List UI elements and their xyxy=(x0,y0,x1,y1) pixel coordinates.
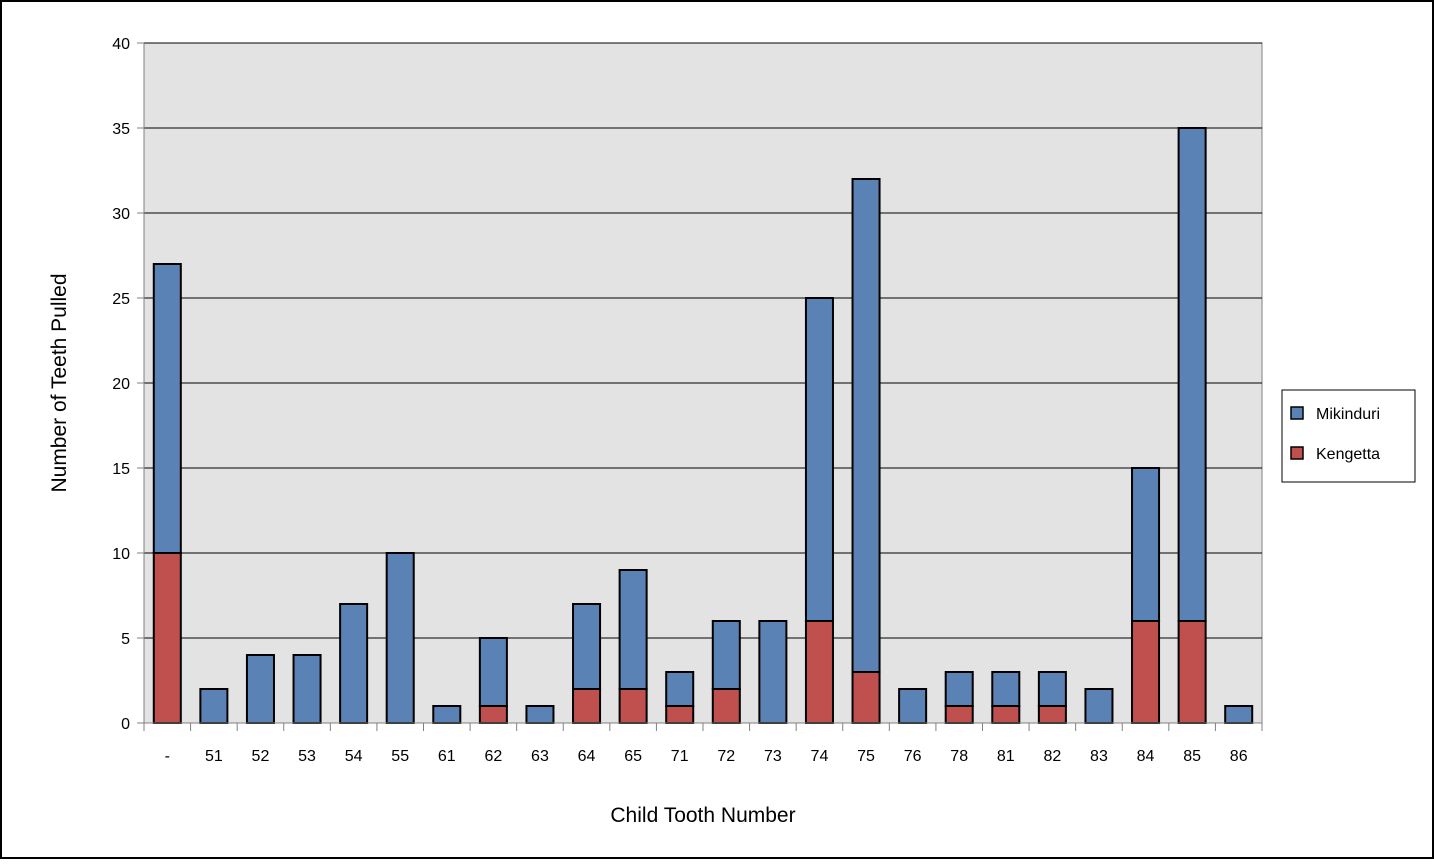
x-tick-label: 61 xyxy=(438,748,456,765)
legend-swatch-mikinduri xyxy=(1290,406,1304,420)
x-tick-label: 86 xyxy=(1230,748,1248,765)
bar-kengetta-64 xyxy=(572,688,602,724)
bar-mikinduri-52 xyxy=(245,654,275,724)
bar-kengetta-62 xyxy=(478,705,508,724)
x-tick-label: 55 xyxy=(391,748,409,765)
x-tick-label: 78 xyxy=(950,748,968,765)
x-tick-label: 73 xyxy=(764,748,782,765)
bar-mikinduri-78 xyxy=(944,671,974,707)
y-tick-label: 5 xyxy=(121,631,130,648)
x-tick-label: 65 xyxy=(624,748,642,765)
x-tick-label: 74 xyxy=(811,748,829,765)
x-tick-label: - xyxy=(165,748,170,765)
bar-mikinduri-53 xyxy=(292,654,322,724)
y-tick-label: 20 xyxy=(112,376,130,393)
bar-mikinduri-75 xyxy=(851,178,881,673)
bar-kengetta-85 xyxy=(1177,620,1207,724)
bar-kengetta-84 xyxy=(1131,620,1161,724)
legend: Mikinduri Kengetta xyxy=(1281,389,1416,483)
x-tick-label: 53 xyxy=(298,748,316,765)
y-tick-label: 25 xyxy=(112,291,130,308)
x-tick-label: 71 xyxy=(671,748,689,765)
bar-kengetta-81 xyxy=(991,705,1021,724)
bar-mikinduri-72 xyxy=(711,620,741,690)
x-tick-label: 62 xyxy=(484,748,502,765)
legend-label-mikinduri: Mikinduri xyxy=(1316,406,1380,423)
bar-mikinduri-73 xyxy=(758,620,788,724)
x-tick-label: 84 xyxy=(1137,748,1155,765)
x-tick-label: 82 xyxy=(1043,748,1061,765)
bar-mikinduri-54 xyxy=(339,603,369,724)
x-tick-label: 75 xyxy=(857,748,875,765)
bar-kengetta-78 xyxy=(944,705,974,724)
bar-mikinduri-62 xyxy=(478,637,508,707)
y-tick-label: 35 xyxy=(112,121,130,138)
bar-kengetta-- xyxy=(152,552,182,724)
y-axis-title: Number of Teeth Pulled xyxy=(48,273,71,492)
legend-swatch-kengetta xyxy=(1290,446,1304,460)
bar-mikinduri-85 xyxy=(1177,127,1207,622)
bar-mikinduri-74 xyxy=(804,297,834,622)
bar-mikinduri-- xyxy=(152,263,182,554)
bar-kengetta-75 xyxy=(851,671,881,724)
legend-label-kengetta: Kengetta xyxy=(1316,446,1380,463)
bar-mikinduri-84 xyxy=(1131,467,1161,622)
axes xyxy=(137,42,1263,731)
bars xyxy=(152,127,1254,724)
bar-mikinduri-76 xyxy=(898,688,928,724)
y-tick-label: 0 xyxy=(121,716,130,733)
x-tick-label: 63 xyxy=(531,748,549,765)
tick-labels: 0 5 10 15 20 25 30 35 40 - 51 52 53 54 55 61 62 63 64 65 71 7… xyxy=(112,36,1248,765)
bar-kengetta-74 xyxy=(804,620,834,724)
bar-mikinduri-55 xyxy=(385,552,415,724)
bar-kengetta-71 xyxy=(665,705,695,724)
bar-mikinduri-64 xyxy=(572,603,602,690)
x-axis-title: Child Tooth Number xyxy=(610,804,795,827)
bar-kengetta-82 xyxy=(1037,705,1067,724)
bar-mikinduri-51 xyxy=(199,688,229,724)
x-tick-label: 54 xyxy=(345,748,363,765)
bar-mikinduri-82 xyxy=(1037,671,1067,707)
bar-mikinduri-81 xyxy=(991,671,1021,707)
y-tick-label: 10 xyxy=(112,546,130,563)
x-tick-label: 72 xyxy=(717,748,735,765)
bar-kengetta-65 xyxy=(618,688,648,724)
x-tick-label: 76 xyxy=(904,748,922,765)
x-tick-label: 52 xyxy=(252,748,270,765)
bar-mikinduri-61 xyxy=(432,705,462,724)
bar-mikinduri-65 xyxy=(618,569,648,690)
bar-kengetta-72 xyxy=(711,688,741,724)
x-tick-label: 83 xyxy=(1090,748,1108,765)
bar-mikinduri-86 xyxy=(1224,705,1254,724)
y-tick-label: 40 xyxy=(112,36,130,53)
bar-mikinduri-71 xyxy=(665,671,695,707)
bar-mikinduri-83 xyxy=(1084,688,1114,724)
x-tick-label: 64 xyxy=(578,748,596,765)
y-tick-label: 15 xyxy=(112,461,130,478)
x-tick-label: 85 xyxy=(1183,748,1201,765)
legend-box xyxy=(1281,389,1416,483)
bar-mikinduri-63 xyxy=(525,705,555,724)
x-tick-label: 81 xyxy=(997,748,1015,765)
x-tick-label: 51 xyxy=(205,748,223,765)
gridlines xyxy=(144,42,1262,639)
y-tick-label: 30 xyxy=(112,206,130,223)
